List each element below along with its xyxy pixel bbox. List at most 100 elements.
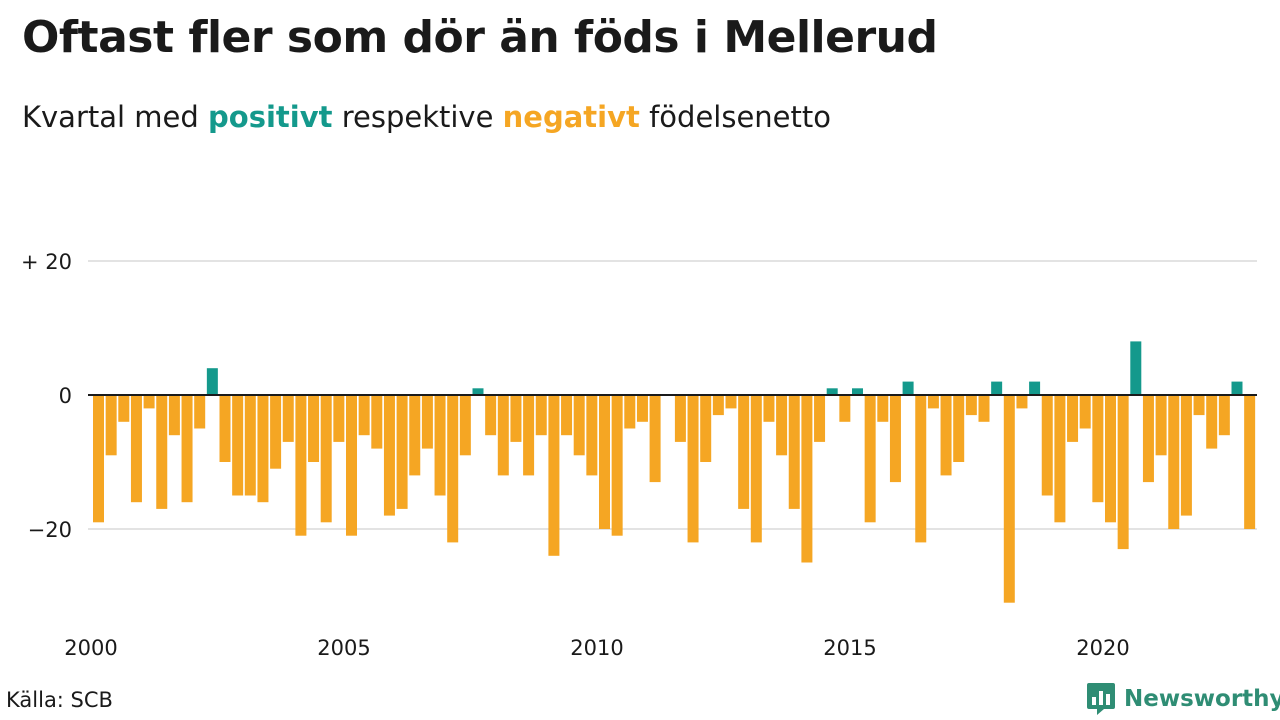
subtitle-middle: respektive [341,100,494,134]
y-axis-labels: + 20 0 −20 [21,250,72,542]
bar [889,395,901,483]
subtitle-suffix: födelsenetto [649,100,831,134]
bar [1117,395,1129,550]
bar [599,395,610,529]
x-tick-label: 2020 [1076,636,1129,660]
bar [1079,395,1091,429]
bar [257,395,269,503]
bar [1092,395,1104,503]
bar [978,395,990,422]
bar [497,395,509,476]
bar [1155,395,1167,456]
bar [421,395,433,449]
bar [447,395,459,543]
bar [788,395,800,509]
y-tick-label: 0 [59,384,72,408]
bar [1054,395,1066,523]
bar [674,395,686,442]
bar [636,395,648,422]
bar [1003,395,1015,603]
bar [763,395,775,422]
x-tick-label: 2015 [823,636,876,660]
bar [1231,381,1243,395]
bar [181,395,193,503]
bar [206,368,218,395]
bar [611,395,623,536]
bar [219,395,231,462]
bar [244,395,256,496]
bar [624,395,636,429]
bar [573,395,585,456]
bar [295,395,307,536]
bar [826,388,838,395]
bar [586,395,598,476]
bar [333,395,345,442]
bar [383,395,395,516]
bar [725,395,737,409]
brand-logo: Newsworthy [1086,682,1280,716]
bar [839,395,851,422]
bar [510,395,522,442]
bar [346,395,357,536]
bar [1180,395,1192,516]
bar [1142,395,1154,483]
bar [118,395,130,422]
bar [877,395,889,422]
bar [130,395,142,503]
bar [915,395,927,543]
bar [1206,395,1218,449]
bar [712,395,724,416]
y-tick-label: + 20 [21,250,72,274]
bar [270,395,282,469]
bar [548,395,560,556]
chart-subtitle: Kvartal med positivt respektive negativt… [22,100,831,134]
bar [1029,381,1041,395]
bar [738,395,750,509]
bar [1218,395,1230,436]
chart-title: Oftast fler som dör än föds i Mellerud [22,12,938,63]
bar [459,395,471,456]
bars [93,341,1256,603]
bar [700,395,712,462]
bar [1105,395,1116,523]
bar [649,395,661,483]
bar [801,395,813,563]
brand-name: Newsworthy [1124,686,1280,712]
bar [168,395,180,436]
bar [396,395,408,509]
bar [776,395,788,456]
subtitle-prefix: Kvartal med [22,100,199,134]
bar [902,381,914,395]
bar [485,395,497,436]
bar [750,395,762,543]
x-tick-label: 2000 [64,636,117,660]
bar [282,395,294,442]
bar [105,395,117,456]
bar [472,388,484,395]
subtitle-negative-label: negativt [502,100,640,134]
bar [1041,395,1053,496]
bar [864,395,876,523]
grid-lines [88,260,1257,530]
bar [434,395,446,496]
bar [320,395,332,523]
bar [1016,395,1028,409]
bar [1067,395,1079,442]
x-tick-label: 2010 [570,636,623,660]
bar [953,395,965,462]
bar [927,395,939,409]
bar [156,395,168,509]
bar [1168,395,1180,529]
bar [940,395,952,476]
bar [965,395,977,416]
bar [143,395,155,409]
bar [1193,395,1205,416]
source-note: Källa: SCB [6,688,113,712]
bar [308,395,320,462]
bar [991,381,1003,395]
bar [814,395,826,442]
bar [1130,341,1142,395]
x-axis-labels: 2000 2005 2010 2015 2020 [64,636,1129,660]
bar [371,395,383,449]
